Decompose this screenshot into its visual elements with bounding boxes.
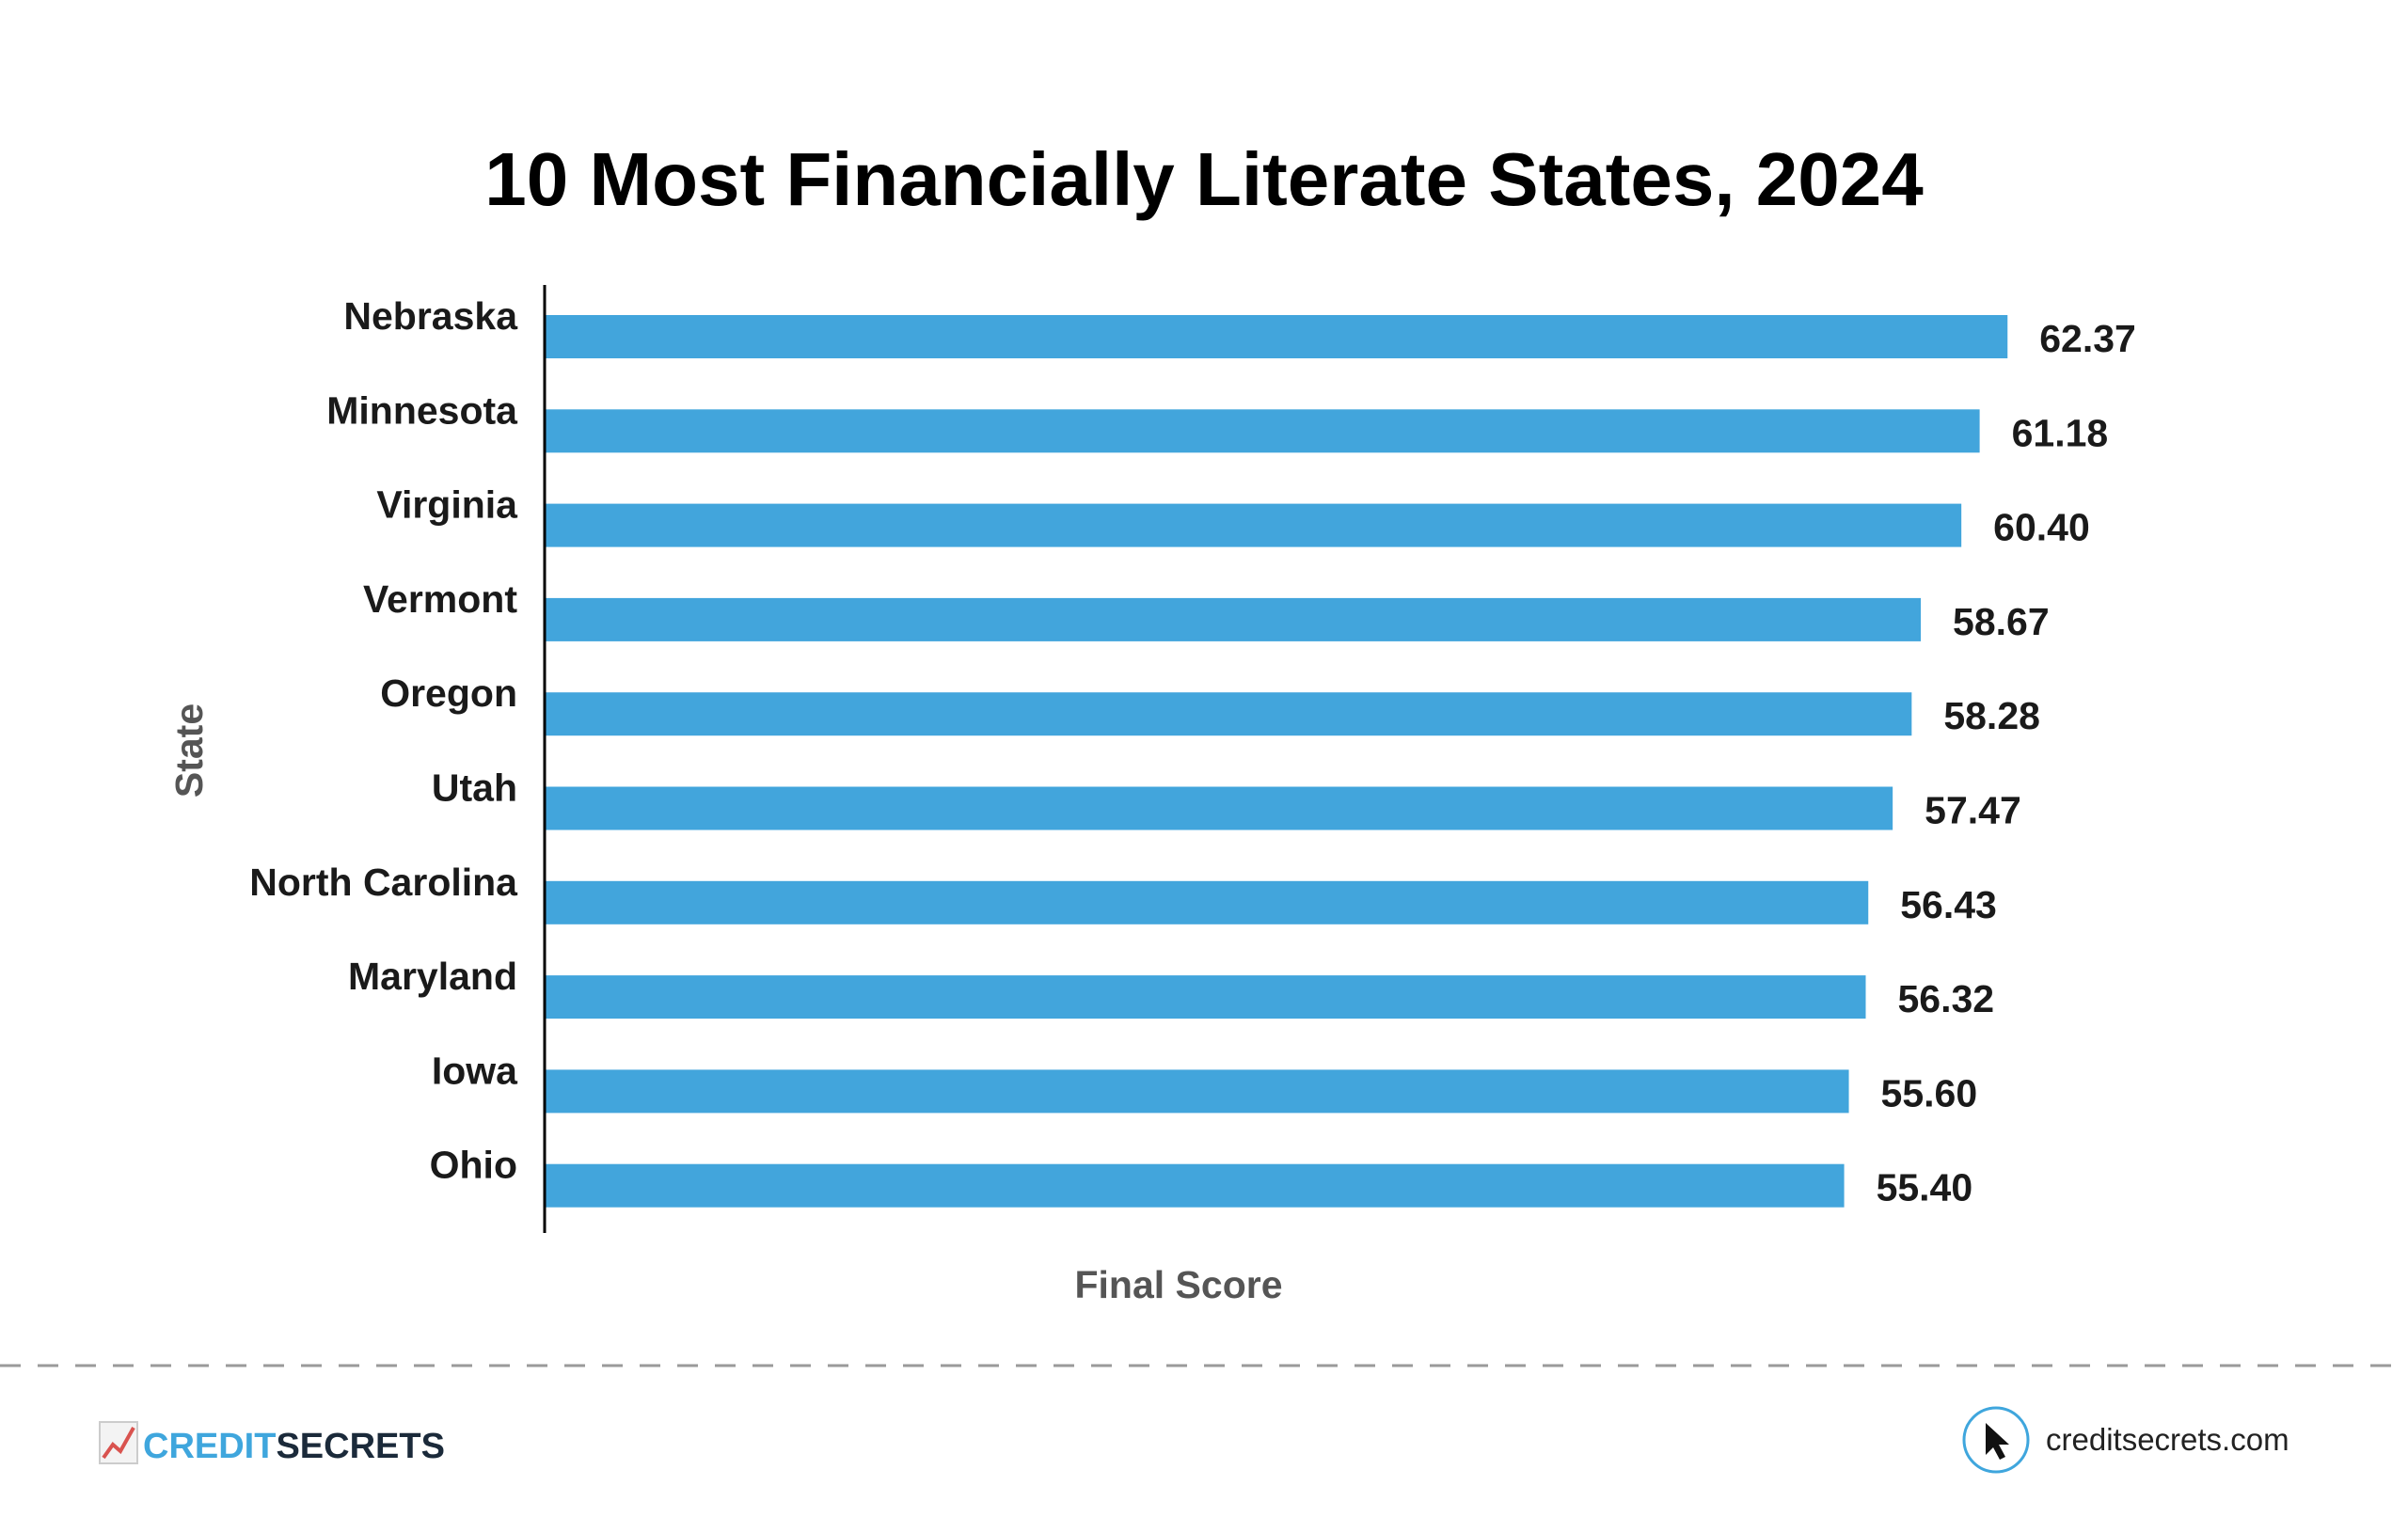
value-label: 62.37 <box>2039 317 2136 360</box>
bar-minnesota <box>546 409 1980 453</box>
category-label: Utah <box>432 766 517 810</box>
website-text: creditsecrets.com <box>2046 1422 2289 1457</box>
brand-name-credit: CREDIT <box>143 1427 276 1466</box>
cursor-arrow-shape <box>1986 1423 2009 1460</box>
bar-nebraska <box>546 315 2008 358</box>
value-label: 56.32 <box>1897 977 1994 1020</box>
website-link[interactable]: creditsecrets.com <box>1962 1406 2289 1474</box>
brand-logo[interactable]: CREDITSECRETS <box>99 1421 445 1466</box>
category-label: Nebraska <box>343 294 518 338</box>
category-label: Maryland <box>348 955 517 998</box>
rising-chart-icon <box>99 1421 138 1464</box>
category-label: North Carolina <box>249 861 518 904</box>
value-label: 58.67 <box>1953 600 2050 643</box>
category-label: Minnesota <box>326 388 518 432</box>
bar-ohio <box>546 1163 1845 1208</box>
value-label: 61.18 <box>2012 411 2109 454</box>
bar-iowa <box>546 1069 1849 1114</box>
bar-north-carolina <box>546 880 1869 924</box>
category-label: Ohio <box>430 1144 517 1187</box>
value-label: 60.40 <box>1993 506 2090 549</box>
value-label: 57.47 <box>1925 789 2021 832</box>
category-label: Vermont <box>363 577 517 621</box>
chart-title: 10 Most Financially Literate States, 202… <box>484 137 1924 221</box>
value-label: 55.60 <box>1881 1071 1978 1114</box>
bar-vermont <box>546 597 1922 641</box>
value-label: 58.28 <box>1943 694 2040 737</box>
value-label: 55.40 <box>1877 1166 1973 1209</box>
value-label: 56.43 <box>1900 883 1997 926</box>
svg-text:CREDITSECRETS: CREDITSECRETS <box>143 1427 445 1466</box>
bar-utah <box>546 786 1893 830</box>
bar-oregon <box>546 692 1912 736</box>
bars-group: Nebraska 62.37 Minnesota 61.18 Virginia 60.40… <box>249 294 2136 1209</box>
x-axis-title: Final Score <box>1074 1263 1282 1306</box>
brand-name-secrets: SECRETS <box>276 1427 444 1466</box>
category-label: Virginia <box>376 483 518 527</box>
bar-virginia <box>546 503 1962 547</box>
bar-maryland <box>546 975 1866 1019</box>
category-label: Oregon <box>380 672 517 715</box>
category-label: Iowa <box>432 1049 518 1092</box>
y-axis-title: State <box>167 703 211 798</box>
